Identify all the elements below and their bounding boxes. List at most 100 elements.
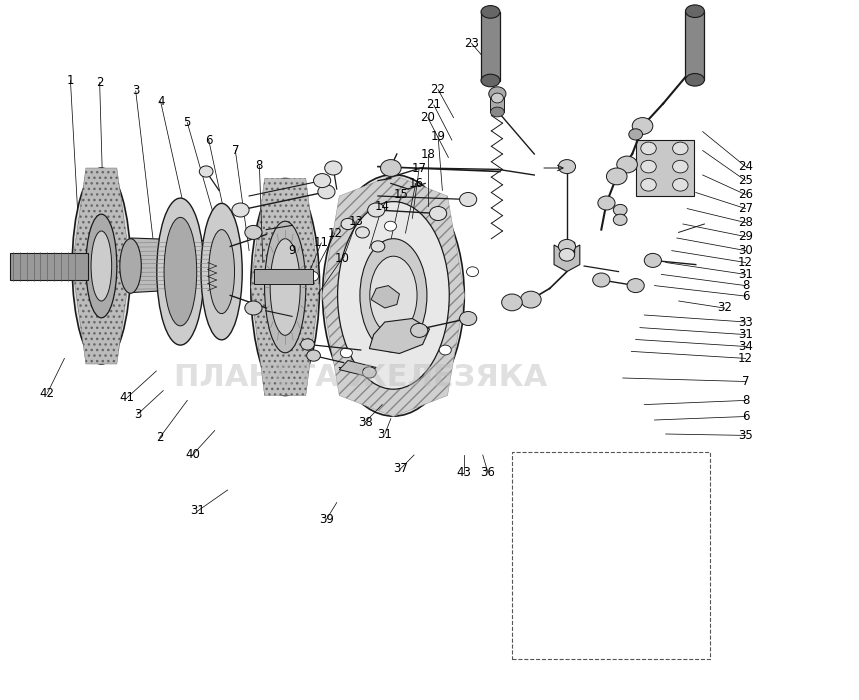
Ellipse shape [502,294,522,311]
Polygon shape [554,245,580,272]
Bar [10,253,88,280]
Text: 27: 27 [738,202,753,215]
Ellipse shape [341,218,355,230]
Text: 28: 28 [738,216,753,229]
Ellipse shape [673,160,688,173]
Bar [685,11,704,80]
Text: 38: 38 [357,416,373,428]
Ellipse shape [617,156,637,173]
Text: 12: 12 [327,227,343,239]
Ellipse shape [558,239,576,253]
Text: ПЛАНЕТА ЖЕЛЕЗЯКА: ПЛАНЕТА ЖЕЛЕЗЯКА [174,363,547,393]
Text: 24: 24 [738,160,753,173]
Text: 10: 10 [334,253,350,265]
Ellipse shape [613,214,627,225]
Ellipse shape [270,239,301,335]
Polygon shape [131,238,232,293]
Polygon shape [339,360,376,377]
Text: 23: 23 [464,37,479,50]
Ellipse shape [72,168,131,364]
Ellipse shape [489,87,506,101]
Text: 22: 22 [430,83,446,96]
Text: 7: 7 [232,144,239,157]
Ellipse shape [629,129,643,140]
Ellipse shape [606,168,627,185]
Text: 37: 37 [393,463,408,475]
Text: 2: 2 [156,431,163,444]
Text: 31: 31 [738,328,753,341]
Ellipse shape [362,367,376,378]
Bar [481,12,500,81]
Ellipse shape [490,107,504,117]
Text: 6: 6 [205,134,212,146]
Text: 35: 35 [738,429,753,442]
Ellipse shape [466,267,478,276]
Text: 9: 9 [289,244,295,257]
Text: 20: 20 [420,111,436,124]
Polygon shape [371,286,399,308]
Ellipse shape [245,301,262,315]
Text: 13: 13 [349,216,364,228]
Ellipse shape [356,227,369,238]
Bar [490,91,504,112]
Ellipse shape [156,198,204,345]
Text: 8: 8 [742,279,749,292]
Ellipse shape [521,291,541,308]
Ellipse shape [314,174,331,188]
Ellipse shape [613,204,627,216]
Ellipse shape [201,203,242,340]
Ellipse shape [340,348,352,358]
Text: 6: 6 [742,410,749,423]
Bar [254,269,313,284]
Text: 12: 12 [738,352,753,365]
Ellipse shape [251,178,320,396]
Polygon shape [636,140,694,196]
Text: 18: 18 [420,148,436,160]
Ellipse shape [598,196,615,210]
Text: 16: 16 [408,177,423,190]
Ellipse shape [460,193,477,206]
Ellipse shape [460,312,477,326]
Polygon shape [322,175,465,416]
Text: 39: 39 [319,513,334,526]
Text: 8: 8 [742,394,749,407]
Ellipse shape [338,202,449,389]
Ellipse shape [265,221,306,353]
Text: 29: 29 [738,230,753,243]
Ellipse shape [368,203,385,217]
Ellipse shape [641,160,656,173]
Ellipse shape [481,74,500,87]
Text: 17: 17 [411,162,427,174]
Text: 40: 40 [185,449,200,461]
Ellipse shape [318,185,335,199]
Text: 3: 3 [134,408,141,421]
Text: 43: 43 [456,466,472,479]
Ellipse shape [91,231,112,301]
Text: 2: 2 [96,76,103,89]
Text: 11: 11 [314,237,329,249]
Ellipse shape [673,142,688,155]
Text: 31: 31 [738,268,753,281]
Ellipse shape [371,241,385,252]
Text: 5: 5 [184,116,191,129]
Ellipse shape [381,160,401,176]
Ellipse shape [685,74,704,86]
Text: 19: 19 [430,130,446,143]
Ellipse shape [593,273,610,287]
Ellipse shape [641,142,656,155]
Text: 42: 42 [40,387,55,400]
Ellipse shape [307,272,319,281]
Ellipse shape [209,230,235,314]
Text: 12: 12 [738,256,753,269]
Text: 25: 25 [738,174,753,187]
Text: 26: 26 [738,188,753,201]
Ellipse shape [491,93,503,103]
Polygon shape [369,318,430,354]
Ellipse shape [558,160,576,174]
Text: 41: 41 [119,391,135,404]
Ellipse shape [245,225,262,239]
Text: 4: 4 [157,95,164,108]
Ellipse shape [673,178,688,191]
Ellipse shape [439,345,451,355]
Text: 1: 1 [67,74,74,87]
